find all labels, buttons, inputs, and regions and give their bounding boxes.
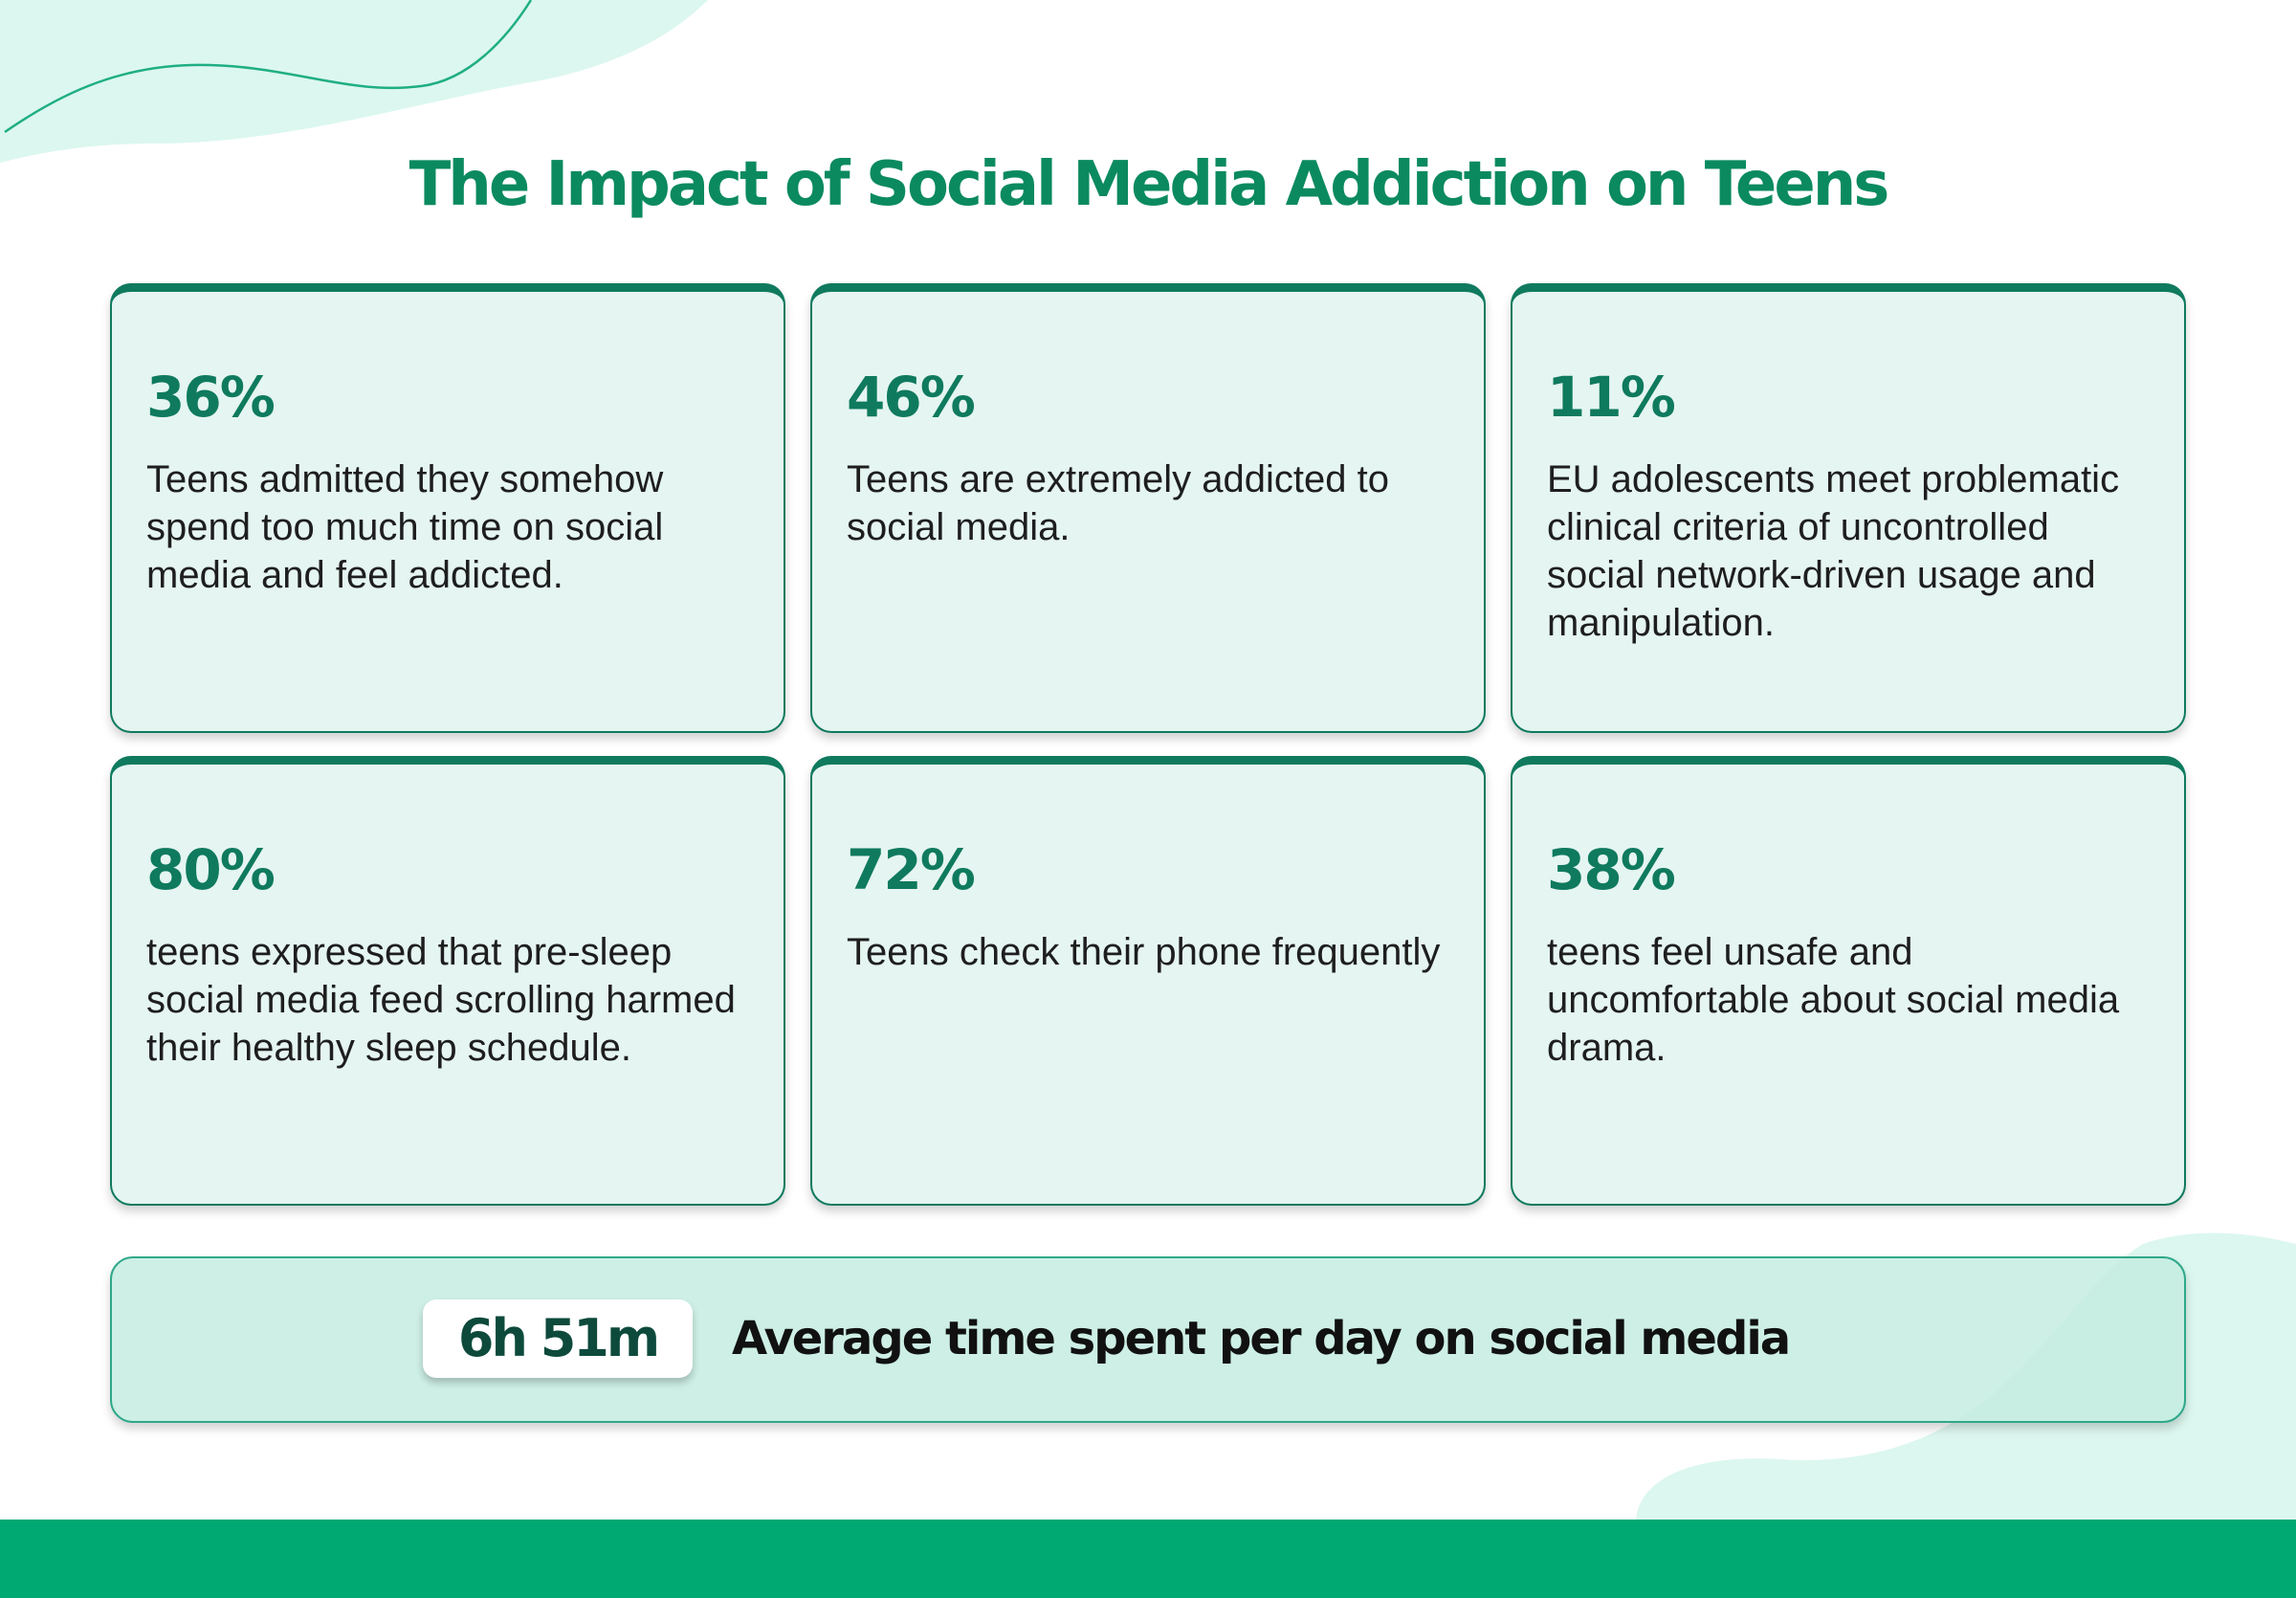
- stat-description: teens expressed that pre-sleep social me…: [146, 931, 736, 1069]
- stat-card: 72% Teens check their phone frequently: [810, 756, 1486, 1206]
- stat-value: 46%: [847, 365, 976, 430]
- average-time-banner: 6h 51m Average time spent per day on soc…: [110, 1256, 2186, 1423]
- top-left-blob: [0, 0, 708, 163]
- stat-description: Teens check their phone frequently: [847, 931, 1441, 973]
- stat-card: 36% Teens admitted they somehow spend to…: [110, 283, 785, 733]
- stat-card: 80% teens expressed that pre-sleep socia…: [110, 756, 785, 1206]
- stat-card: 38% teens feel unsafe and uncomfortable …: [1511, 756, 2186, 1206]
- stat-value: 72%: [847, 837, 976, 902]
- stat-card: 11% EU adolescents meet problematic clin…: [1511, 283, 2186, 733]
- average-time-badge: 6h 51m: [423, 1299, 693, 1378]
- stat-value: 36%: [146, 365, 276, 430]
- stat-value: 80%: [146, 837, 276, 902]
- stat-value: 38%: [1547, 837, 1676, 902]
- footer-bar: [0, 1520, 2296, 1598]
- stat-description: Teens admitted they somehow spend too mu…: [146, 458, 664, 596]
- top-left-wave-line: [4, 0, 533, 134]
- stat-description: teens feel unsafe and uncomfortable abou…: [1547, 931, 2120, 1069]
- page-title: The Impact of Social Media Addiction on …: [408, 149, 1890, 220]
- stat-card: 46% Teens are extremely addicted to soci…: [810, 283, 1486, 733]
- stat-description: Teens are extremely addicted to social m…: [847, 458, 1389, 548]
- average-time-label: Average time spent per day on social med…: [732, 1312, 1791, 1365]
- stat-value: 11%: [1547, 365, 1676, 430]
- stat-description: EU adolescents meet problematic clinical…: [1547, 458, 2120, 644]
